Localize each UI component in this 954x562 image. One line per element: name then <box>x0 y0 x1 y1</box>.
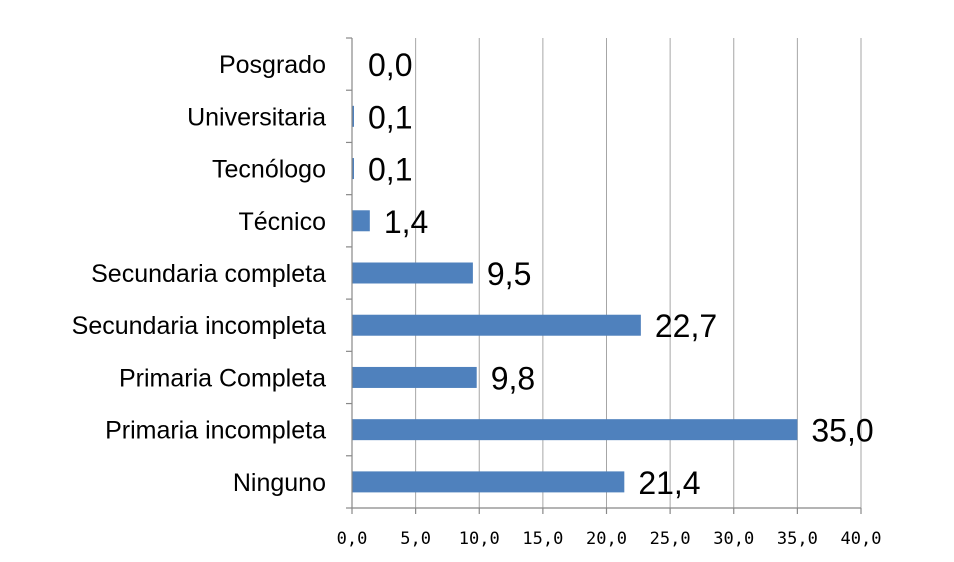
bar <box>352 366 477 388</box>
bars <box>352 105 798 493</box>
axes <box>346 37 862 514</box>
bar <box>352 314 641 336</box>
category-label: Técnico <box>238 208 326 236</box>
x-tick-label: 30,0 <box>713 529 754 549</box>
category-labels: Posgrado Universitaria Tecnólogo Técnico Sec… <box>72 51 326 497</box>
x-tick-label: 25,0 <box>650 529 691 549</box>
x-tick-label: 5,0 <box>400 529 431 549</box>
category-label: Secundaria completa <box>91 260 326 288</box>
x-tick-label: 35,0 <box>777 529 818 549</box>
category-label: Secundaria incompleta <box>72 312 326 340</box>
x-tick-label: 15,0 <box>522 529 563 549</box>
x-tick-label: 20,0 <box>586 529 627 549</box>
category-label: Tecnólogo <box>212 156 326 184</box>
data-label: 22,7 <box>655 308 717 344</box>
data-label: 9,5 <box>487 256 531 292</box>
data-label: 35,0 <box>811 413 873 449</box>
x-tick-label: 0,0 <box>337 529 368 549</box>
category-label: Ninguno <box>233 469 326 497</box>
bar <box>352 158 354 180</box>
category-label: Universitaria <box>187 103 326 131</box>
category-label: Posgrado <box>219 51 326 79</box>
data-labels: 0,0 0,1 0,1 1,4 9,5 22,7 9,8 35,0 21,4 <box>368 47 874 501</box>
category-label: Primaria incompleta <box>105 417 326 445</box>
data-label: 0,1 <box>368 152 412 188</box>
bar <box>352 105 354 127</box>
category-label: Primaria Completa <box>119 364 326 392</box>
data-label: 1,4 <box>384 204 428 240</box>
x-tick-labels: 0,0 5,0 10,0 15,0 20,0 25,0 30,0 35,0 40,0 <box>337 529 882 549</box>
data-label: 21,4 <box>638 465 700 501</box>
bar <box>352 419 798 441</box>
data-label: 0,1 <box>368 99 412 135</box>
grid <box>415 38 862 508</box>
x-tick-label: 40,0 <box>841 529 882 549</box>
x-tick-label: 10,0 <box>459 529 500 549</box>
bar <box>352 471 625 493</box>
data-label: 9,8 <box>491 360 535 396</box>
data-label: 0,0 <box>368 47 412 83</box>
bar <box>352 262 473 284</box>
bar <box>352 210 370 232</box>
